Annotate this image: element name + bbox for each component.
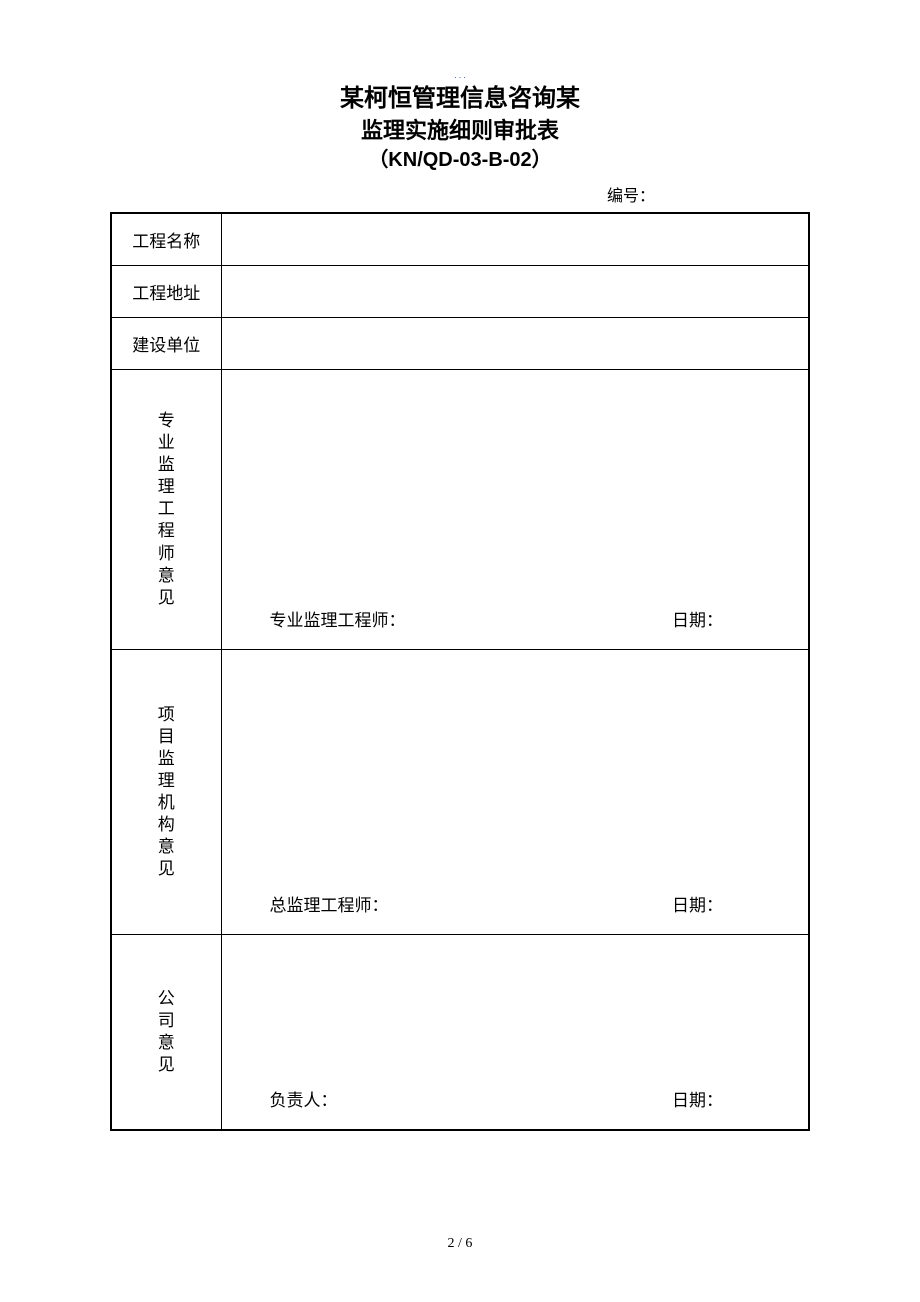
page-footer: 2 / 6 [0, 1236, 920, 1252]
top-mark: . . . [110, 70, 810, 80]
page-container: . . . 某柯恒管理信息咨询某 监理实施细则审批表 （KN/QD-03-B-0… [0, 0, 920, 1131]
vertical-label-company: 公司意见 [158, 988, 175, 1076]
row-project-name: 工程名称 [111, 213, 809, 265]
label-project-name: 工程名称 [111, 213, 221, 265]
row-project-address: 工程地址 [111, 265, 809, 317]
signature-org: 总监理工程师： 日期： [222, 891, 809, 934]
content-engineer-opinion: 专业监理工程师： 日期： [221, 369, 809, 649]
label-engineer-opinion: 专业监理工程师意见 [111, 369, 221, 649]
signer-engineer-label: 专业监理工程师： [270, 606, 406, 631]
label-project-address: 工程地址 [111, 265, 221, 317]
date-org-label: 日期： [672, 891, 788, 916]
doc-number-label: 编号： [607, 188, 655, 205]
label-org-opinion: 项目监理机构意见 [111, 649, 221, 934]
document-header: 某柯恒管理信息咨询某 监理实施细则审批表 （KN/QD-03-B-02） [110, 82, 810, 174]
content-org-opinion: 总监理工程师： 日期： [221, 649, 809, 934]
vertical-label-engineer: 专业监理工程师意见 [158, 410, 175, 609]
value-construction-unit [221, 317, 809, 369]
date-company-label: 日期： [672, 1086, 788, 1111]
signer-org-label: 总监理工程师： [270, 891, 389, 916]
date-engineer-label: 日期： [672, 606, 788, 631]
title-company: 某柯恒管理信息咨询某 [110, 82, 810, 116]
content-company-opinion: 负责人： 日期： [221, 934, 809, 1130]
vertical-label-org: 项目监理机构意见 [158, 704, 175, 881]
signer-company-label: 负责人： [270, 1086, 338, 1111]
signature-company: 负责人： 日期： [222, 1086, 809, 1129]
label-construction-unit: 建设单位 [111, 317, 221, 369]
page-number: 2 / 6 [448, 1236, 473, 1251]
row-company-opinion: 公司意见 负责人： 日期： [111, 934, 809, 1130]
signature-engineer: 专业监理工程师： 日期： [222, 606, 809, 649]
label-company-opinion: 公司意见 [111, 934, 221, 1130]
row-engineer-opinion: 专业监理工程师意见 专业监理工程师： 日期： [111, 369, 809, 649]
title-form-name: 监理实施细则审批表 [110, 116, 810, 147]
value-project-name [221, 213, 809, 265]
value-project-address [221, 265, 809, 317]
row-construction-unit: 建设单位 [111, 317, 809, 369]
row-org-opinion: 项目监理机构意见 总监理工程师： 日期： [111, 649, 809, 934]
approval-form-table: 工程名称 工程地址 建设单位 专业监理工程师意见 专业监理工程师： 日期： [110, 212, 810, 1131]
title-form-code: （KN/QD-03-B-02） [110, 146, 810, 174]
document-number-row: 编号： [110, 182, 810, 206]
